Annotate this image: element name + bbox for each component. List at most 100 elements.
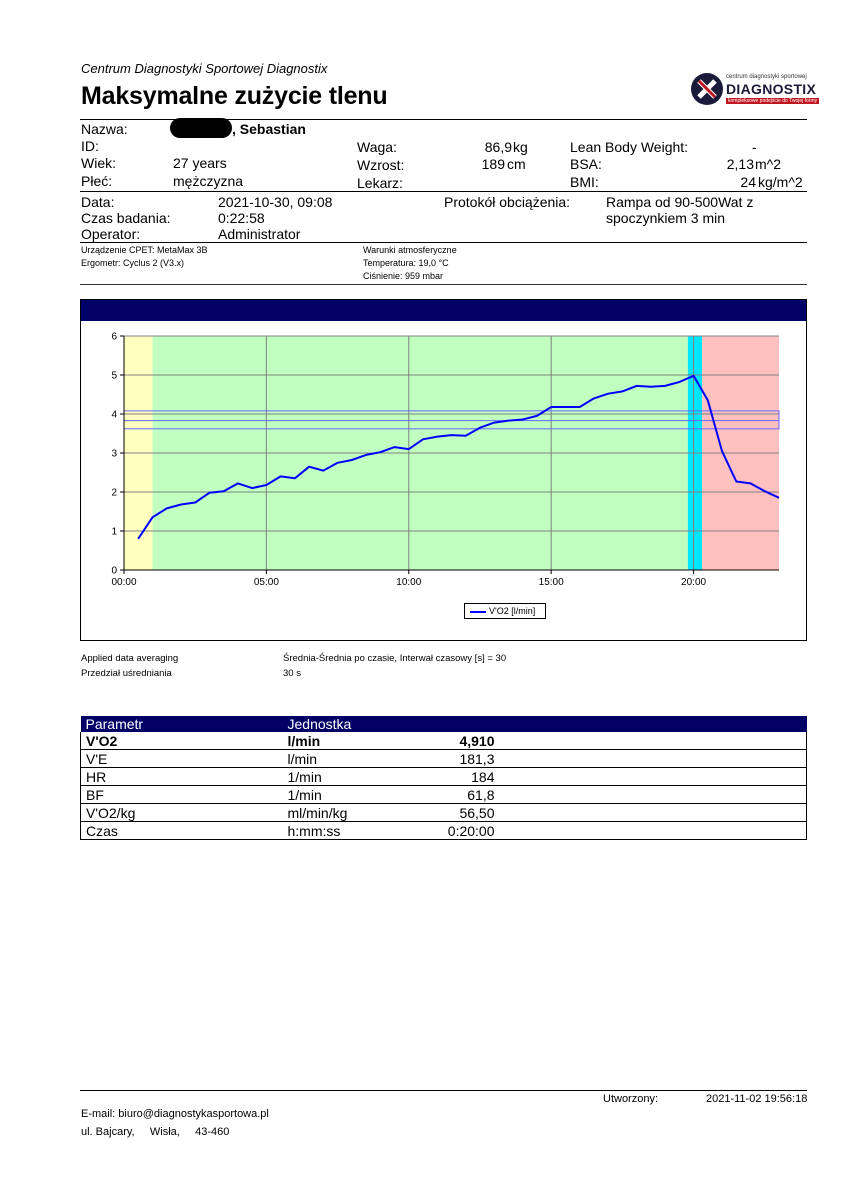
bmi-label: BMI: <box>570 174 599 190</box>
sex-value: mężczyzna <box>173 173 244 189</box>
table-row: HR 1/min 184 <box>80 767 807 786</box>
footer-address: ul. Bajcary, Wisła, 43-460 <box>81 1126 230 1138</box>
param-name: V'E <box>80 749 283 768</box>
test-divider <box>80 242 807 243</box>
duration-value: 0:22:58 <box>218 210 265 226</box>
patient-divider <box>80 191 807 192</box>
logo-tagline: kompleksowe podejście do Twojej formy <box>726 98 820 104</box>
param-value: 61,8 <box>407 785 495 804</box>
y-tick-label: 3 <box>111 449 117 460</box>
doctor-label: Lekarz: <box>357 175 403 191</box>
weight-value: 86,9 <box>484 139 512 155</box>
param-unit: 1/min <box>282 785 408 804</box>
legend-line-swatch <box>470 611 486 613</box>
param-name: BF <box>80 785 283 804</box>
vo2-series-line <box>137 374 780 540</box>
name-value: , Sebastian <box>232 121 306 137</box>
id-label: ID: <box>81 138 99 154</box>
y-tick-label: 2 <box>111 488 117 499</box>
logo-brand: DIAGNOSTIX <box>726 81 817 97</box>
header-divider <box>80 119 807 120</box>
vo2-chart: 0 1 2 3 4 5 6 00:00 05:00 10:00 15:00 20:00 <box>111 332 780 588</box>
averaging-value: Średnia-Średnia po czasie, Interwał czas… <box>283 653 507 664</box>
bmi-unit: kg/m^2 <box>758 174 803 190</box>
height-label: Wzrost: <box>357 157 405 173</box>
param-unit: 1/min <box>282 767 408 786</box>
date-label: Data: <box>81 194 115 210</box>
redacted-surname <box>170 118 232 138</box>
x-tick-label: 10:00 <box>396 577 421 588</box>
param-spacer <box>494 785 807 804</box>
vo2-chart-panel <box>80 299 807 641</box>
param-value: 184 <box>407 767 495 786</box>
table-row: V'O2/kg ml/min/kg 56,50 <box>80 803 807 822</box>
protocol-line2: spoczynkiem 3 min <box>606 210 726 226</box>
param-unit: ml/min/kg <box>282 803 408 822</box>
x-tick-label: 15:00 <box>539 577 564 588</box>
param-spacer <box>494 803 807 822</box>
param-unit: l/min <box>282 732 408 750</box>
x-tick-label: 00:00 <box>111 577 136 588</box>
logo-subtitle: centrum diagnostyki sportowej <box>726 74 807 80</box>
conditions-title: Warunki atmosferyczne <box>363 245 457 255</box>
footer-email: E-mail: biuro@diagnostykasportowa.pl <box>81 1108 269 1120</box>
chart-legend: V'O2 [l/min] <box>464 603 546 619</box>
bsa-unit: m^2 <box>755 156 782 172</box>
param-spacer <box>494 732 807 750</box>
operator-label: Operator: <box>81 226 141 242</box>
param-unit: l/min <box>282 749 408 768</box>
y-tick-label: 5 <box>111 371 117 382</box>
param-name: HR <box>80 767 283 786</box>
height-value: 189 <box>481 156 505 172</box>
header-jednostka: Jednostka <box>282 716 408 732</box>
interval-label: Przedział uśredniania <box>81 668 172 679</box>
duration-label: Czas badania: <box>81 210 171 226</box>
page-title: Maksymalne zużycie tlenu <box>81 82 388 110</box>
param-spacer <box>494 749 807 768</box>
organization-name: Centrum Diagnostyki Sportowej Diagnostix <box>81 61 328 76</box>
parameters-table: Parametr Jednostka V'O2 l/min 4,910 V'E l/mi… <box>80 716 807 840</box>
equipment-divider <box>80 284 807 285</box>
x-tick-label: 05:00 <box>254 577 279 588</box>
weight-unit: kg <box>513 139 528 155</box>
bmi-value: 24 <box>740 174 756 190</box>
lbw-value: - <box>752 139 757 155</box>
device-text: Urządzenie CPET: MetaMax 3B <box>81 245 208 255</box>
pressure-text: Ciśnienie: 959 mbar <box>363 271 444 281</box>
table-row: Czas h:mm:ss 0:20:00 <box>80 821 807 840</box>
footer-divider <box>80 1090 807 1091</box>
age-value: 27 years <box>173 155 227 171</box>
interval-value: 30 s <box>283 668 301 679</box>
header-parametr: Parametr <box>80 716 283 732</box>
protocol-label: Protokół obciążenia: <box>444 194 571 210</box>
param-name: Czas <box>80 821 283 840</box>
lbw-label: Lean Body Weight: <box>570 139 689 155</box>
table-row: BF 1/min 61,8 <box>80 785 807 804</box>
param-value: 4,910 <box>407 732 495 750</box>
header-value <box>407 716 495 732</box>
protocol-line1: Rampa od 90-500Wat z <box>606 194 754 210</box>
created-value: 2021-11-02 19:56:18 <box>706 1093 808 1105</box>
x-tick-label: 20:00 <box>681 577 706 588</box>
diagnostix-logo: centrum diagnostyki sportowej DIAGNOSTIX… <box>690 72 820 108</box>
name-label: Nazwa: <box>81 121 128 137</box>
sex-label: Płeć: <box>81 173 113 189</box>
created-label: Utworzony: <box>603 1093 659 1105</box>
chart-header-bar <box>81 300 806 321</box>
temperature-text: Temperatura: 19,0 °C <box>363 258 449 268</box>
ergometer-text: Ergometr: Cyclus 2 (V3.x) <box>81 258 185 268</box>
param-value: 56,50 <box>407 803 495 822</box>
table-row: V'E l/min 181,3 <box>80 749 807 768</box>
bsa-value: 2,13 <box>726 156 754 172</box>
param-unit: h:mm:ss <box>282 821 408 840</box>
param-name: V'O2 <box>80 732 283 750</box>
table-header-row: Parametr Jednostka <box>80 716 807 732</box>
weight-label: Waga: <box>357 139 397 155</box>
age-label: Wiek: <box>81 155 116 171</box>
y-tick-label: 6 <box>111 332 117 343</box>
y-tick-label: 4 <box>111 410 117 421</box>
param-value: 181,3 <box>407 749 495 768</box>
date-value: 2021-10-30, 09:08 <box>218 194 333 210</box>
legend-label: V'O2 [l/min] <box>489 606 536 616</box>
param-spacer <box>494 821 807 840</box>
